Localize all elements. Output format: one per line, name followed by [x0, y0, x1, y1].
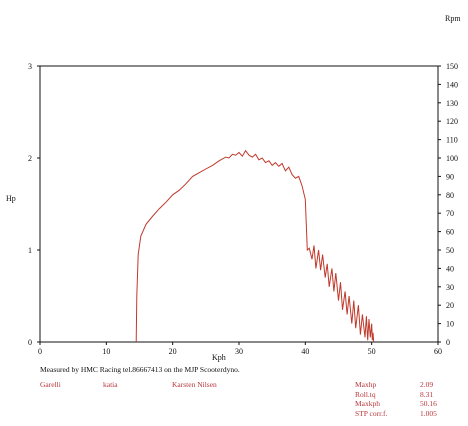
y-right-tick-label: 100 [446, 154, 458, 163]
stat-value-stpcorr: 1.005 [420, 408, 437, 418]
hp-curve [135, 149, 375, 343]
y-right-tick-label: 50 [446, 246, 454, 255]
stat-value-maxhp: 2.09 [420, 380, 434, 389]
y-left-tick-label: 0 [28, 338, 32, 347]
y-right-axis-label: Rpm [445, 14, 461, 23]
y-right-tick-label: 0 [446, 338, 450, 347]
x-axis-ticks: 0 10 20 30 40 50 60 [38, 342, 442, 356]
y-right-tick-label: 70 [446, 209, 454, 218]
y-right-tick-label: 30 [446, 283, 454, 292]
operator-text: Karsten Nilsen [172, 380, 217, 389]
make-text: Garelli [40, 380, 61, 389]
x-axis-label: Kph [212, 353, 226, 362]
y-right-tick-label: 90 [446, 172, 454, 181]
x-tick-label: 20 [169, 347, 177, 356]
y-right-tick-label: 40 [446, 264, 454, 273]
stat-label-maxkph: Maxkph [355, 399, 380, 408]
y-right-tick-label: 150 [446, 62, 458, 71]
y-right-tick-label: 120 [446, 117, 458, 126]
y-left-axis-ticks: 0 1 2 3 [28, 62, 40, 347]
stat-value-maxkph: 50.16 [420, 399, 437, 408]
stat-value-rolltq: 8.31 [420, 389, 434, 399]
y-right-tick-label: 80 [446, 191, 454, 200]
y-right-tick-label: 10 [446, 320, 454, 329]
y-right-axis-ticks: 0 10 20 30 40 50 60 70 80 90 100 110 120 130 140 150 [438, 62, 458, 347]
plot-frame [39, 65, 439, 343]
stats-labels: Maxhp Roll.tq Maxkph STP corr.f. [355, 380, 387, 418]
x-tick-label: 40 [301, 347, 309, 356]
y-left-tick-label: 3 [28, 62, 32, 71]
x-tick-label: 0 [38, 347, 42, 356]
x-tick-label: 10 [102, 347, 110, 356]
measured-by-text: Measured by HMC Racing tel.86667413 on t… [40, 365, 240, 374]
y-left-axis-label: Hp [6, 194, 16, 203]
y-right-tick-label: 60 [446, 228, 454, 237]
y-left-tick-label: 1 [28, 246, 32, 255]
y-right-tick-label: 110 [446, 136, 458, 145]
y-right-tick-label: 130 [446, 99, 458, 108]
stat-label-maxhp: Maxhp [355, 380, 377, 389]
y-left-tick-label: 2 [28, 154, 32, 163]
stats-values: 2.09 8.31 50.16 1.005 [420, 380, 437, 418]
y-right-tick-label: 20 [446, 301, 454, 310]
model-text: katia [103, 380, 118, 389]
y-right-tick-label: 140 [446, 80, 458, 89]
stat-label-stpcorr: STP corr.f. [355, 408, 388, 418]
x-tick-label: 30 [235, 347, 243, 356]
x-tick-label: 50 [368, 347, 376, 356]
stat-label-rolltq: Roll.tq [355, 389, 376, 399]
x-tick-label: 60 [434, 347, 442, 356]
